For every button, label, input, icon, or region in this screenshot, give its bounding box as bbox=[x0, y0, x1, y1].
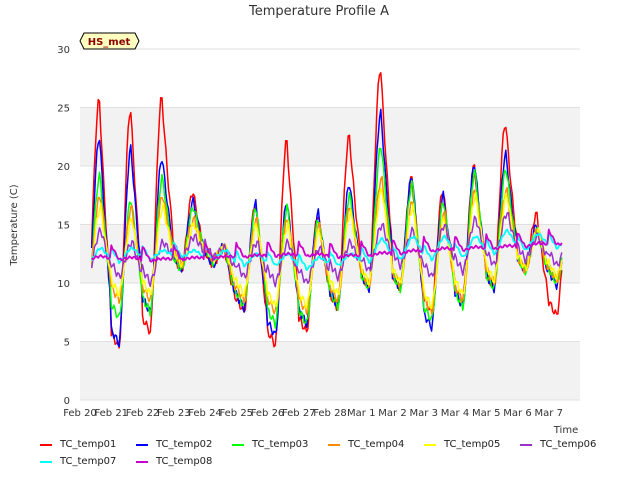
legend-swatch bbox=[232, 443, 244, 446]
legend-label: TC_temp05 bbox=[444, 439, 501, 450]
site-badge: HS_met bbox=[79, 32, 140, 50]
y-tick-label: 30 bbox=[57, 45, 70, 56]
x-tick-label: Mar 5 bbox=[472, 408, 500, 419]
legend-item: TC_temp08 bbox=[136, 456, 232, 467]
legend-row: TC_temp07 TC_temp08 bbox=[40, 453, 640, 470]
legend-item: TC_temp03 bbox=[232, 439, 328, 450]
legend-item: TC_temp07 bbox=[40, 456, 136, 467]
legend-swatch bbox=[136, 443, 148, 446]
x-tick-label: Feb 28 bbox=[313, 408, 347, 419]
chart-title: Temperature Profile A bbox=[248, 4, 389, 19]
series-line-TC_temp07 bbox=[90, 228, 563, 272]
legend-item: TC_temp01 bbox=[40, 439, 136, 450]
legend-label: TC_temp02 bbox=[156, 439, 213, 450]
x-tick-label: Feb 24 bbox=[188, 408, 222, 419]
legend-item: TC_temp04 bbox=[328, 439, 424, 450]
grid-band bbox=[80, 341, 580, 400]
x-tick-label: Feb 21 bbox=[94, 408, 128, 419]
y-tick-label: 10 bbox=[57, 279, 70, 290]
legend-label: TC_temp07 bbox=[60, 456, 117, 467]
x-tick-label: Feb 23 bbox=[157, 408, 191, 419]
legend-swatch bbox=[328, 443, 340, 446]
y-tick-label: 0 bbox=[64, 396, 70, 407]
legend-label: TC_temp04 bbox=[348, 439, 405, 450]
legend-label: TC_temp01 bbox=[60, 439, 117, 450]
x-tick-label: Mar 6 bbox=[503, 408, 531, 419]
y-tick-label: 20 bbox=[57, 162, 70, 173]
legend-row: TC_temp01 TC_temp02 TC_temp03 TC_temp04 TC_t… bbox=[40, 436, 640, 453]
x-tick-label: Mar 2 bbox=[378, 408, 406, 419]
legend-item: TC_temp05 bbox=[424, 439, 520, 450]
x-axis-label: Time bbox=[553, 425, 578, 436]
y-tick-label: 25 bbox=[57, 104, 70, 115]
x-tick-label: Feb 25 bbox=[219, 408, 253, 419]
legend-swatch bbox=[424, 443, 436, 446]
legend-item: TC_temp02 bbox=[136, 439, 232, 450]
y-tick-label: 5 bbox=[64, 338, 70, 349]
plot-background bbox=[80, 48, 580, 401]
x-tick-label: Feb 22 bbox=[126, 408, 160, 419]
y-axis-label: Temperature (C) bbox=[9, 184, 20, 266]
legend-swatch bbox=[40, 460, 52, 463]
x-tick-label: Mar 7 bbox=[535, 408, 563, 419]
x-tick-label: Feb 20 bbox=[63, 408, 97, 419]
x-tick-label: Mar 3 bbox=[410, 408, 438, 419]
legend-item: TC_temp06 bbox=[520, 439, 616, 450]
legend-swatch bbox=[520, 443, 532, 446]
series-line-TC_temp08 bbox=[91, 228, 563, 263]
legend: TC_temp01 TC_temp02 TC_temp03 TC_temp04 TC_t… bbox=[40, 436, 640, 470]
legend-label: TC_temp06 bbox=[540, 439, 597, 450]
legend-label: TC_temp03 bbox=[252, 439, 309, 450]
x-tick-label: Feb 27 bbox=[282, 408, 316, 419]
series-lines bbox=[90, 72, 563, 349]
y-tick-label: 15 bbox=[57, 221, 70, 232]
x-tick-label: Feb 26 bbox=[251, 408, 285, 419]
legend-label: TC_temp08 bbox=[156, 456, 213, 467]
legend-swatch bbox=[40, 443, 52, 446]
legend-swatch bbox=[136, 460, 148, 463]
x-tick-label: Mar 1 bbox=[347, 408, 375, 419]
x-tick-label: Mar 4 bbox=[441, 408, 469, 419]
site-badge-label: HS_met bbox=[88, 37, 131, 48]
